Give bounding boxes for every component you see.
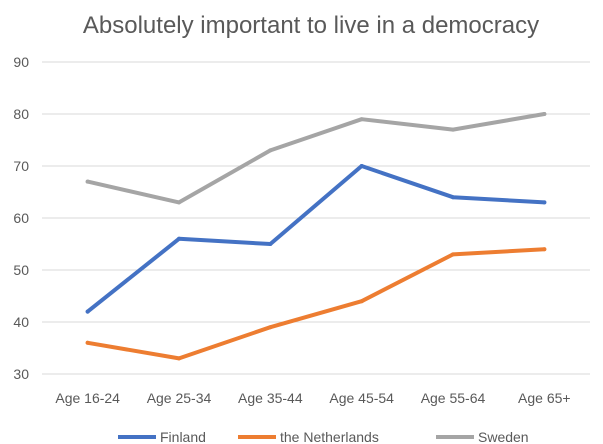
data-point xyxy=(268,148,273,153)
x-tick-label: Age 35-44 xyxy=(238,390,303,406)
legend-item: Finland xyxy=(118,429,206,444)
legend-item: Sweden xyxy=(436,429,529,444)
data-point xyxy=(359,117,364,122)
data-point xyxy=(85,309,90,314)
data-point xyxy=(85,179,90,184)
y-tick-label: 30 xyxy=(13,366,29,382)
series-line-sweden xyxy=(85,112,547,205)
data-point xyxy=(268,242,273,246)
data-point xyxy=(359,164,364,168)
series-lines xyxy=(85,112,547,361)
data-point xyxy=(451,195,455,200)
y-tick-label: 50 xyxy=(13,262,29,278)
legend-item: the Netherlands xyxy=(238,429,379,444)
x-tick-label: Age 45-54 xyxy=(329,390,394,406)
data-point xyxy=(85,340,90,345)
data-point xyxy=(359,299,364,304)
y-tick-label: 70 xyxy=(13,158,29,174)
data-point xyxy=(177,356,181,361)
data-point xyxy=(451,127,455,132)
data-point xyxy=(268,325,273,330)
legend-label: the Netherlands xyxy=(280,429,379,444)
series-line-finland xyxy=(85,164,547,314)
legend-label: Finland xyxy=(160,429,206,444)
legend: Finland the Netherlands Sweden xyxy=(118,429,529,444)
data-point xyxy=(177,200,181,205)
y-tick-label: 80 xyxy=(13,106,29,122)
x-axis-ticks: Age 16-24 Age 25-34 Age 35-44 Age 45-54 Age … xyxy=(55,390,570,406)
gridlines xyxy=(42,61,590,375)
y-axis-ticks: 30 40 50 60 70 80 90 xyxy=(13,54,29,382)
series-line-the-netherlands xyxy=(85,247,547,361)
y-tick-label: 40 xyxy=(13,314,29,330)
data-point xyxy=(542,112,547,116)
x-tick-label: Age 16-24 xyxy=(55,390,120,406)
data-point xyxy=(177,236,181,241)
y-tick-label: 60 xyxy=(13,210,29,226)
chart-title: Absolutely important to live in a democr… xyxy=(83,12,539,39)
data-point xyxy=(451,252,455,257)
x-tick-label: Age 55-64 xyxy=(421,390,486,406)
x-tick-label: Age 65+ xyxy=(518,390,571,406)
data-point xyxy=(542,200,547,205)
legend-label: Sweden xyxy=(478,429,529,444)
x-tick-label: Age 25-34 xyxy=(147,390,212,406)
data-point xyxy=(542,247,547,252)
y-tick-label: 90 xyxy=(13,54,29,70)
